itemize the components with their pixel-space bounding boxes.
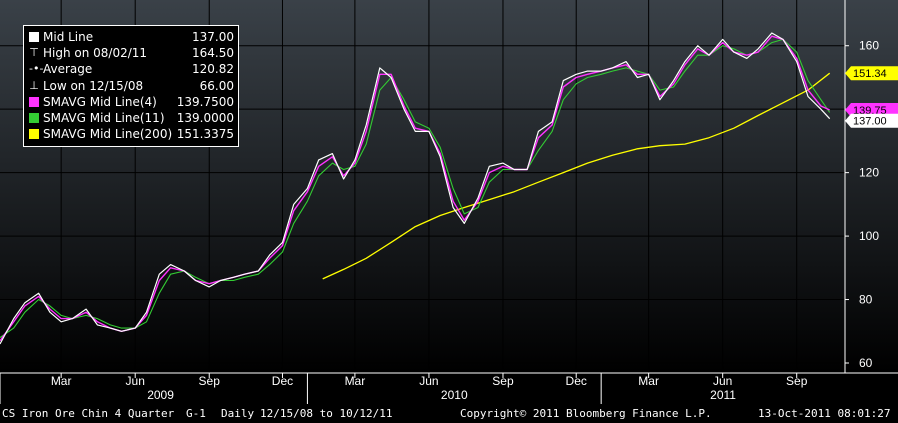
low-marker-icon: ⊥ [29, 78, 39, 92]
timestamp: 13-Oct-2011 08:01:27 [758, 407, 891, 420]
price-tag-box [845, 113, 898, 128]
price-tag-text: 137.00 [853, 116, 887, 128]
series-line-smavg-mid-line-4 [0, 35, 830, 342]
x-tick-label: Sep [786, 374, 808, 388]
security-name: CS Iron Ore Chin 4 Quarter [2, 407, 175, 420]
year-label: 2009 [147, 388, 174, 402]
price-tag-text: 151.34 [853, 68, 887, 80]
x-tick-label: Mar [51, 374, 72, 388]
period-label: Daily [221, 407, 255, 420]
legend-value: 120.82 [192, 62, 234, 77]
x-axis: Mar Jun Sep Dec Mar Jun Sep Dec Mar Jun Sep 2009 201… [0, 373, 808, 404]
legend-value: 139.0000 [176, 111, 234, 126]
x-tick-label: Dec [272, 374, 293, 388]
legend-value: 164.50 [192, 46, 234, 61]
year-label: 2010 [441, 388, 468, 402]
x-tick-label: Jun [126, 374, 145, 388]
legend-label: SMAVG Mid Line(4) [43, 94, 157, 109]
price-tag: 137.00 [845, 113, 898, 128]
legend-label: SMAVG Mid Line(200) [43, 127, 173, 142]
date-range: 12/15/08 to 10/12/11 [260, 407, 393, 420]
y-tick-label: 120 [859, 166, 879, 180]
legend-item-high: ⊤ High on 08/02/11 164.50 [29, 45, 234, 61]
mid-line-swatch [29, 32, 39, 43]
sma4-swatch [29, 96, 39, 107]
legend-label: SMAVG Mid Line(11) [43, 111, 165, 126]
price-tag-box [845, 102, 898, 117]
legend: Mid Line 137.00 ⊤ High on 08/02/11 164.5… [23, 25, 239, 147]
price-tag-box [845, 66, 898, 81]
x-tick-label: Mar [345, 374, 366, 388]
legend-label: Low on 12/15/08 [43, 78, 144, 93]
legend-item-mid-line: Mid Line 137.00 [29, 29, 234, 45]
x-tick-label: Dec [566, 374, 587, 388]
legend-item-sma4: SMAVG Mid Line(4) 139.7500 [29, 94, 234, 110]
series-layer [0, 32, 831, 345]
series-line-smavg-mid-line-11 [0, 38, 831, 339]
average-marker-icon: ‑•‑ [29, 62, 44, 76]
legend-item-sma11: SMAVG Mid Line(11) 139.0000 [29, 110, 234, 126]
y-tick-label: 80 [859, 293, 873, 307]
legend-value: 151.3375 [176, 127, 234, 142]
series-line-smavg-mid-line-200 [322, 72, 831, 280]
page-number: G-1 [186, 407, 206, 420]
legend-item-sma200: SMAVG Mid Line(200) 151.3375 [29, 126, 234, 142]
sma11-swatch [29, 113, 39, 124]
y-tick-label: 160 [859, 39, 879, 53]
year-label: 2011 [710, 388, 736, 402]
y-tick-label: 60 [859, 356, 873, 370]
footer-bar: CS Iron Ore Chin 4 Quarter G-1 Daily 12/… [0, 405, 898, 423]
price-tag: 151.34 [845, 66, 898, 81]
legend-label: High on 08/02/11 [43, 46, 148, 61]
legend-item-average: ‑•‑ Average 120.82 [29, 61, 234, 77]
legend-value: 137.00 [192, 30, 234, 44]
legend-item-low: ⊥ Low on 12/15/08 66.00 [29, 78, 234, 94]
series-line-mid-line [0, 32, 831, 345]
sma200-swatch [29, 129, 39, 140]
x-tick-label: Mar [638, 374, 659, 388]
x-tick-label: Jun [713, 374, 732, 388]
high-marker-icon: ⊤ [29, 46, 39, 60]
x-tick-label: Sep [492, 374, 514, 388]
x-tick-label: Jun [419, 374, 438, 388]
y-tick-label: 100 [859, 229, 879, 243]
legend-value: 139.7500 [176, 94, 234, 109]
copyright: Copyright© 2011 Bloomberg Finance L.P. [460, 407, 712, 420]
x-tick-label: Sep [199, 374, 221, 388]
legend-value: 66.00 [199, 78, 234, 93]
legend-label: Mid Line [43, 30, 94, 44]
legend-label: Average [43, 62, 93, 77]
